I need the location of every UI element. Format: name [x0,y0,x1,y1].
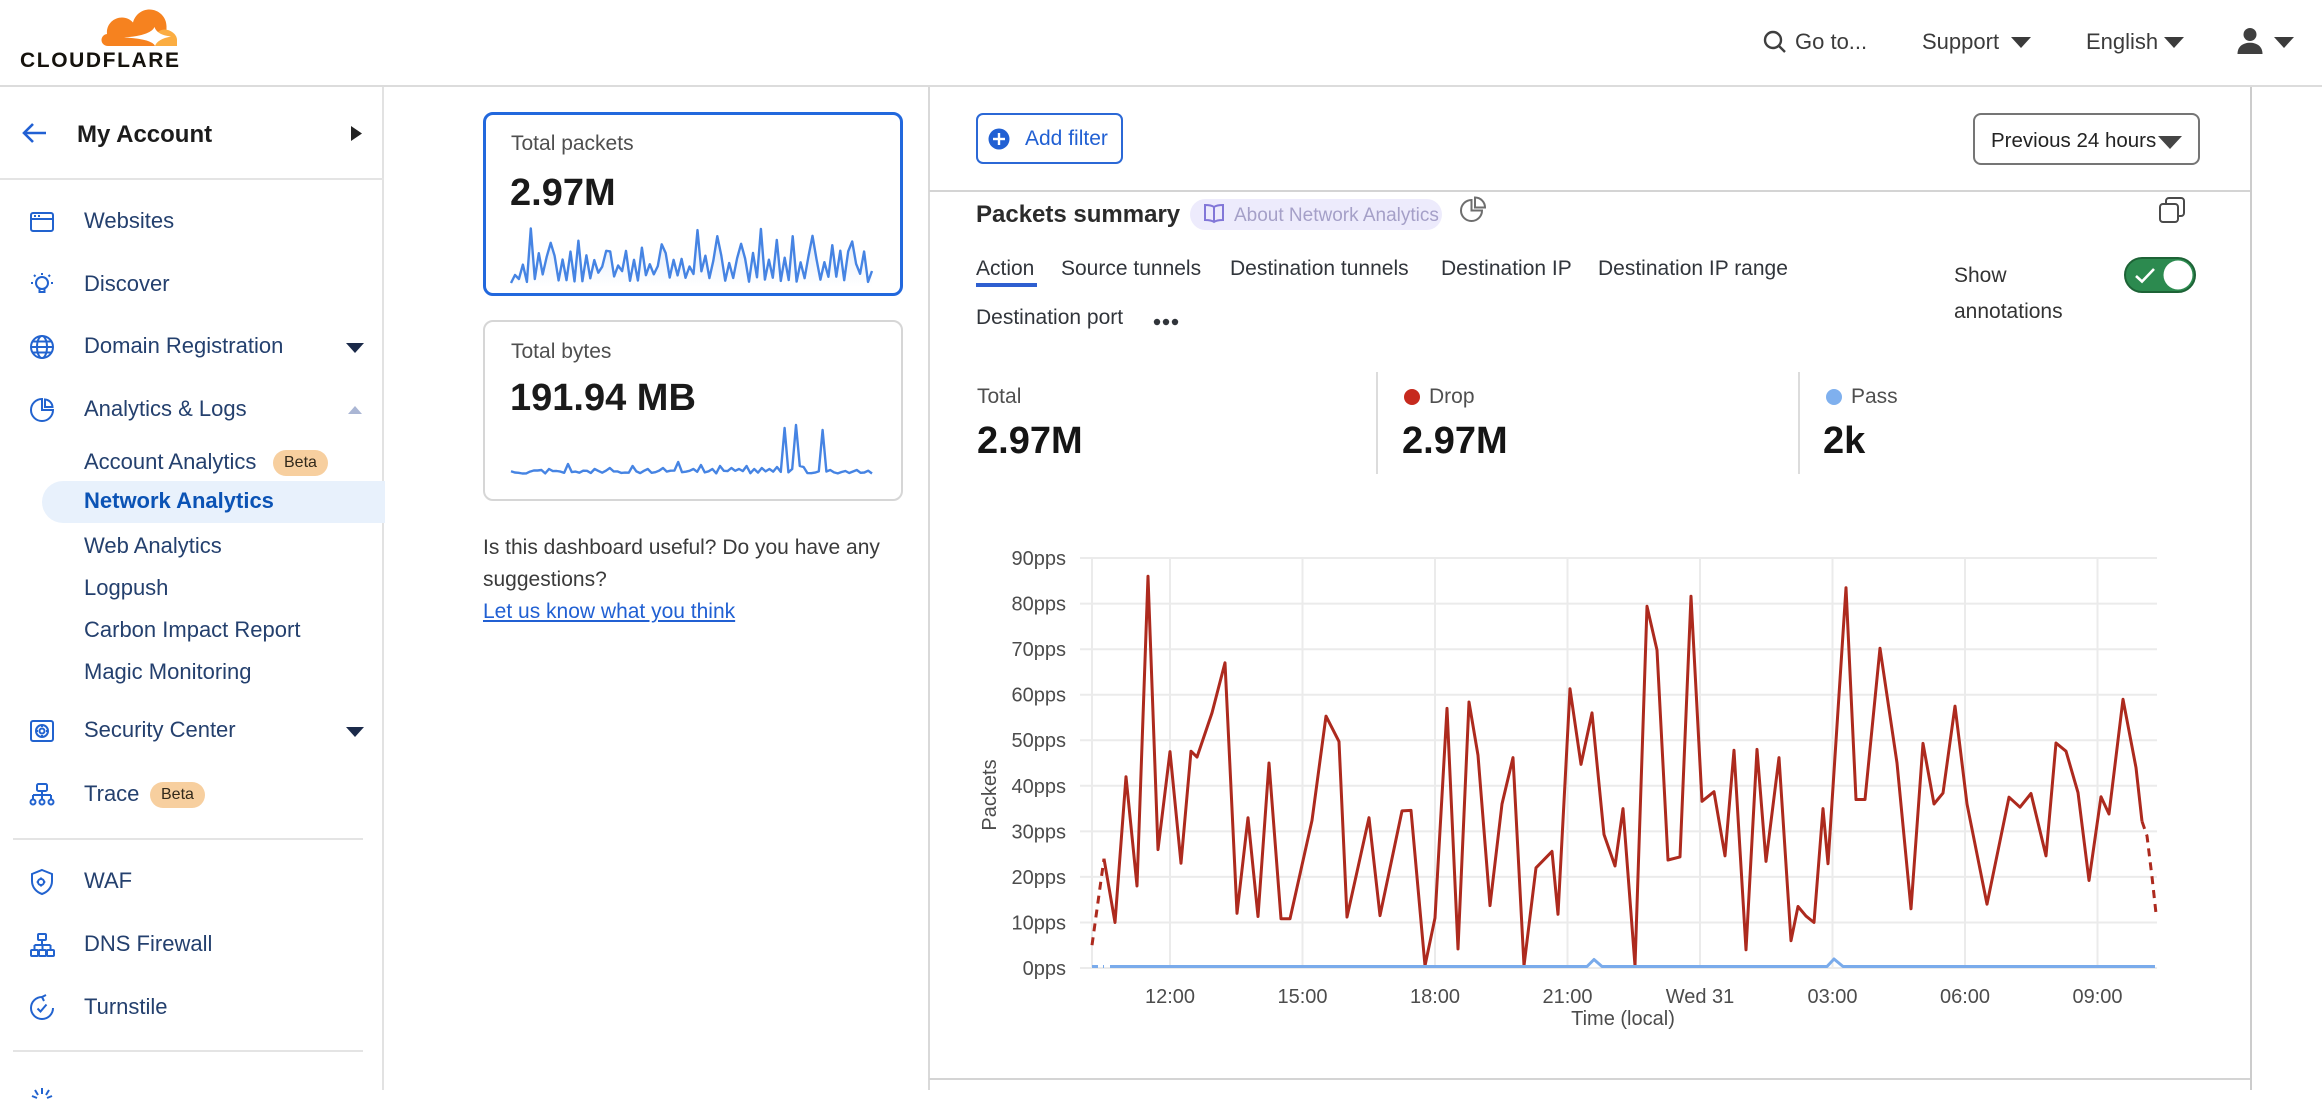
svg-text:Wed 31: Wed 31 [1666,986,1735,1008]
svg-text:10pps: 10pps [1012,913,1067,935]
svg-text:30pps: 30pps [1012,821,1067,843]
svg-text:21:00: 21:00 [1542,986,1592,1008]
svg-text:50pps: 50pps [1012,730,1067,752]
svg-text:20pps: 20pps [1012,867,1067,889]
svg-text:60pps: 60pps [1012,685,1067,707]
svg-text:90pps: 90pps [1012,548,1067,570]
svg-text:80pps: 80pps [1012,594,1067,616]
svg-text:09:00: 09:00 [2072,986,2122,1008]
svg-text:Packets: Packets [979,759,1001,830]
svg-text:0pps: 0pps [1023,958,1066,980]
svg-text:06:00: 06:00 [1940,986,1990,1008]
svg-text:40pps: 40pps [1012,776,1067,798]
svg-text:03:00: 03:00 [1807,986,1857,1008]
svg-text:70pps: 70pps [1012,639,1067,661]
svg-text:15:00: 15:00 [1277,986,1327,1008]
svg-text:12:00: 12:00 [1145,986,1195,1008]
svg-text:18:00: 18:00 [1410,986,1460,1008]
svg-text:Time (local): Time (local) [1571,1008,1675,1030]
